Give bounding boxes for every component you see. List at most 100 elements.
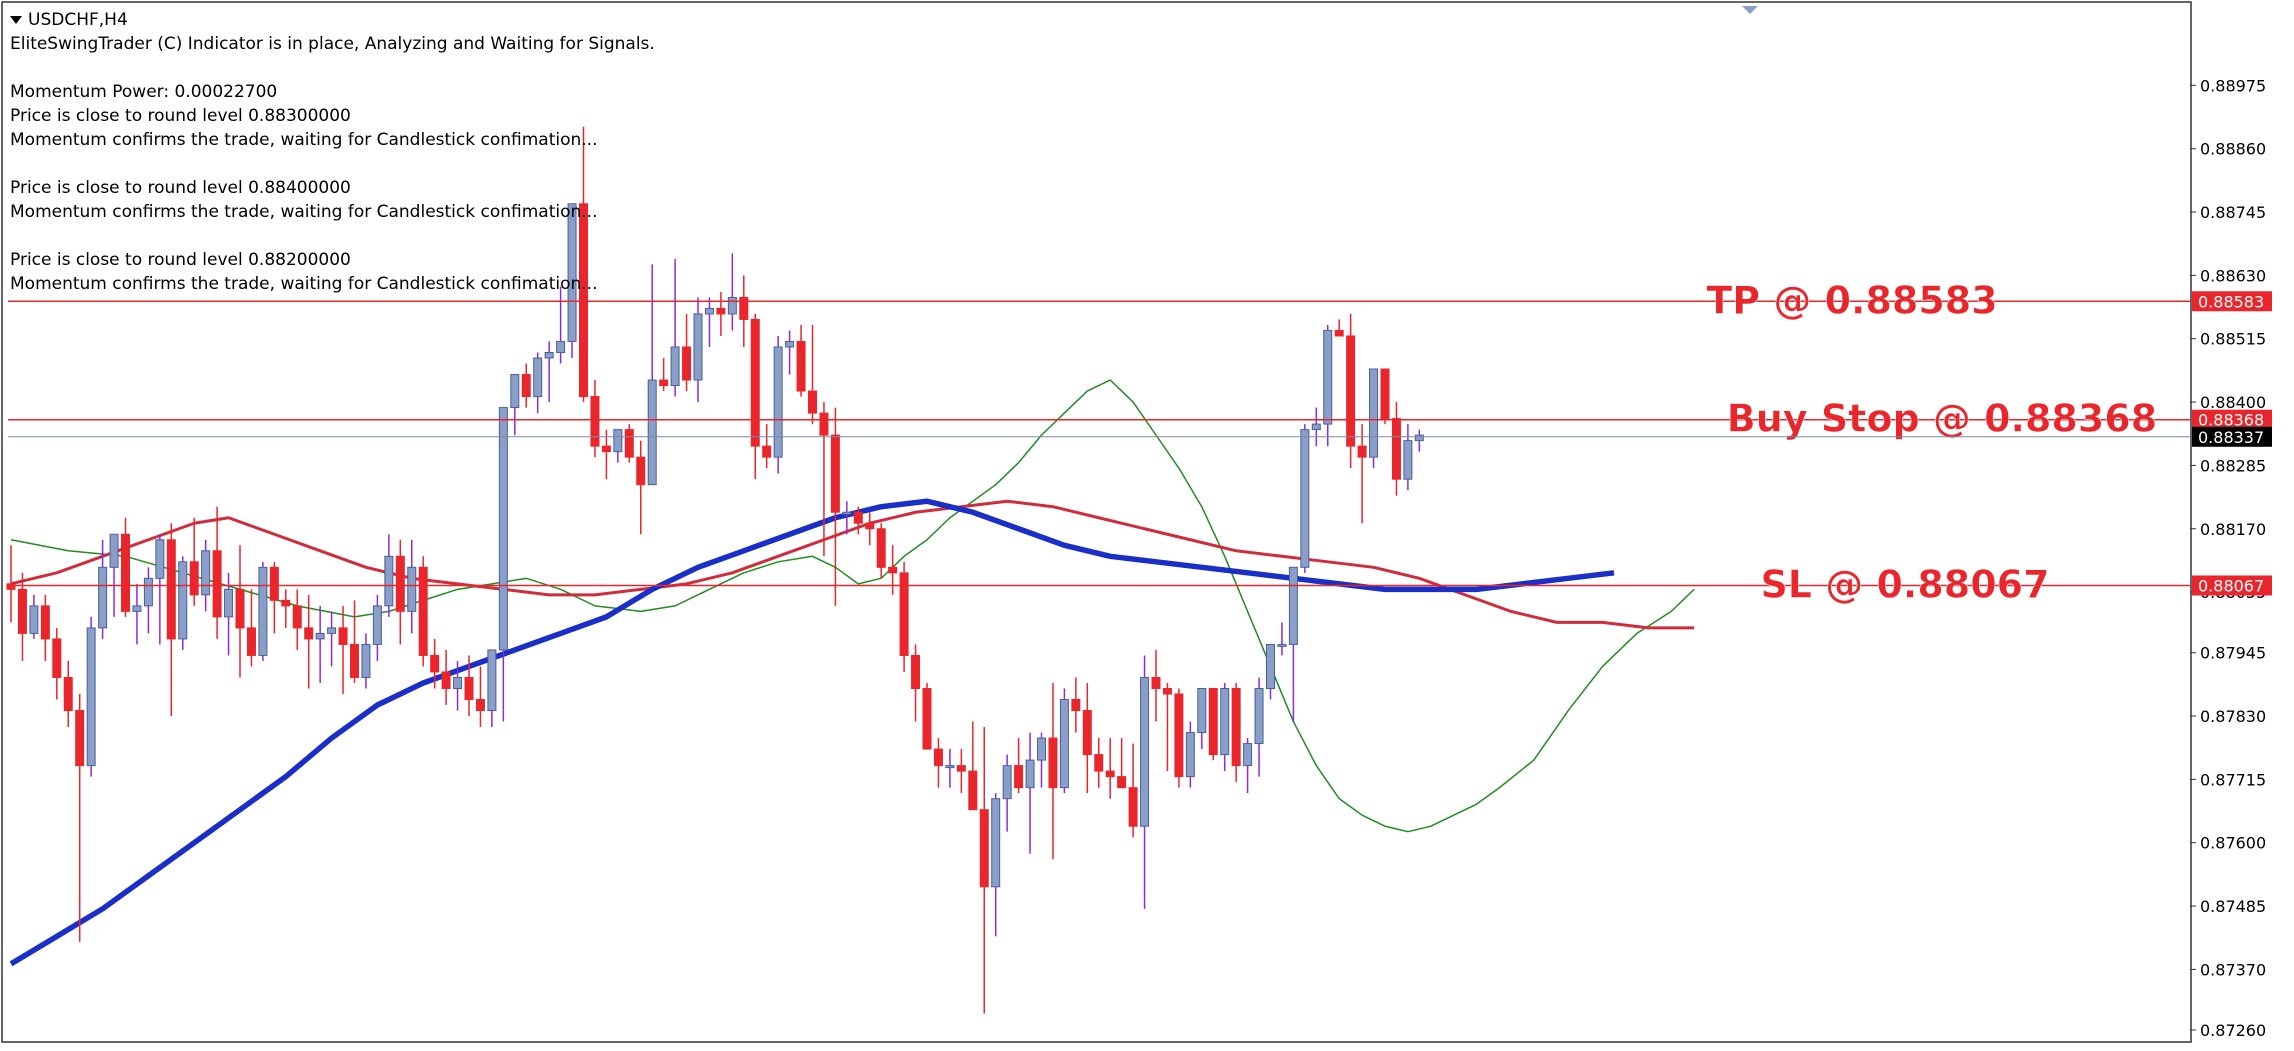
candle-body — [785, 340, 795, 348]
tick-label: 0.88630 — [2200, 266, 2266, 285]
ma-fast-line — [10, 379, 1695, 833]
level-price-tag — [2192, 575, 2272, 596]
candle-body — [601, 445, 611, 453]
candle-body — [521, 374, 531, 398]
tick-label: 0.87830 — [2200, 707, 2266, 726]
candle-body — [556, 340, 566, 353]
candle-body — [624, 429, 634, 458]
candle-body — [1369, 368, 1379, 458]
bid-price-tag — [2192, 426, 2272, 447]
chart-border — [1, 1, 2192, 1043]
candle-body — [407, 566, 417, 612]
candle-body — [670, 346, 680, 387]
candle-body — [327, 627, 337, 634]
candle-body — [453, 676, 463, 689]
tick-label: 0.87715 — [2200, 770, 2266, 789]
candle-body — [1197, 687, 1207, 734]
candle-body — [1117, 776, 1127, 789]
indicator-line — [10, 56, 655, 80]
candle-body — [269, 566, 279, 601]
candle-body — [842, 511, 852, 515]
candle-body — [727, 296, 737, 315]
candle-body — [189, 561, 199, 596]
candle-body — [1162, 687, 1172, 695]
candle-body — [281, 599, 291, 607]
candle-body — [1414, 434, 1424, 442]
candle-body — [819, 412, 829, 436]
symbol-label: USDCHF,H4 — [28, 10, 128, 30]
level-label: SL @ 0.88067 — [1760, 562, 2049, 606]
candle-body — [1002, 765, 1012, 800]
candle-body — [1403, 440, 1413, 480]
tick-label: 0.87370 — [2200, 960, 2266, 979]
candle-body — [1288, 566, 1298, 645]
level-price-tag-text: 0.88067 — [2198, 576, 2264, 595]
candle-body — [98, 566, 108, 629]
level-price-tag-text: 0.88368 — [2198, 411, 2264, 430]
candle-body — [235, 588, 245, 629]
candle-body — [933, 748, 943, 767]
candle-body — [1059, 699, 1069, 789]
candle-body — [338, 627, 348, 645]
indicator-line — [10, 224, 655, 248]
trade-levels: TP @ 0.88583 0.88583 Buy Stop @ 0.88368 0.8… — [8, 278, 2272, 607]
candle-body — [372, 605, 382, 645]
candle-body — [498, 407, 508, 651]
candle-body — [945, 765, 955, 769]
candle-body — [1277, 643, 1287, 647]
candle-body — [258, 566, 268, 656]
candle-body — [704, 307, 714, 315]
candle-body — [1300, 429, 1310, 568]
candle-body — [865, 522, 875, 530]
candle-body — [533, 357, 543, 398]
level-label: TP @ 0.88583 — [1706, 278, 1997, 322]
indicator-line: Price is close to round level 0.88300000 — [10, 106, 351, 126]
candle-body — [888, 566, 898, 574]
candle-body — [853, 511, 863, 524]
candle-body — [63, 676, 73, 712]
candle-body — [750, 318, 760, 447]
candle-body — [682, 346, 692, 381]
candle-body — [246, 627, 256, 656]
candle-body — [991, 798, 1001, 888]
tick-label: 0.87600 — [2200, 834, 2266, 853]
candle-body — [86, 627, 96, 767]
tick-label: 0.88975 — [2200, 76, 2266, 95]
candle-body — [544, 351, 554, 359]
candle-body — [292, 605, 302, 629]
scroll-marker-icon[interactable] — [1742, 6, 1758, 14]
candle-body — [178, 561, 188, 640]
candle-body — [1071, 699, 1081, 712]
candle-body — [1174, 693, 1184, 778]
candle-body — [613, 429, 623, 453]
candle-body — [109, 533, 119, 568]
candle-body — [796, 340, 806, 392]
candle-body — [143, 577, 153, 607]
indicator-status: EliteSwingTrader (C) Indicator is in pla… — [10, 34, 655, 54]
price-axis: 0.88975 0.88860 0.88745 0.88630 0.88515 0.884… — [2190, 76, 2266, 1040]
candle-body — [1380, 368, 1390, 420]
candle-body — [464, 676, 474, 701]
candle-body — [1346, 335, 1356, 447]
dropdown-triangle-icon[interactable] — [10, 16, 22, 24]
candle-body — [1311, 423, 1321, 431]
candle-body — [830, 434, 840, 513]
tick-label: 0.87485 — [2200, 897, 2266, 916]
candle-body — [1208, 687, 1218, 756]
indicator-line: Momentum confirms the trade, waiting for… — [10, 202, 598, 222]
symbol-header[interactable]: USDCHF,H4 — [10, 8, 655, 32]
candle-body — [17, 588, 27, 634]
candle-body — [1357, 445, 1367, 458]
candle-body — [773, 346, 783, 458]
candle-body — [224, 588, 234, 618]
indicator-line: Price is close to round level 0.88200000 — [10, 250, 351, 270]
candle-body — [6, 583, 16, 590]
candle-body — [979, 809, 989, 888]
candle-body — [739, 296, 749, 320]
candle-body — [75, 710, 85, 767]
candle-body — [166, 539, 176, 640]
candle-body — [132, 605, 142, 612]
tick-label: 0.88400 — [2200, 393, 2266, 412]
